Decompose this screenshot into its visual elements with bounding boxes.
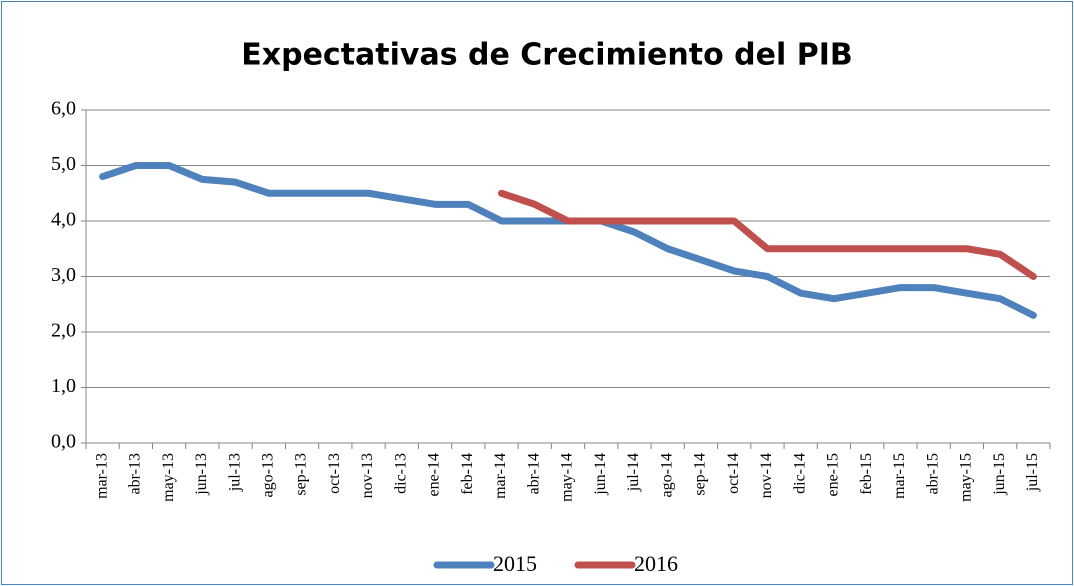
x-tick-label: feb-14 [459, 453, 476, 495]
y-tick-label: 1,0 [51, 375, 76, 397]
x-tick-label: sep-13 [293, 453, 310, 496]
x-tick-label: feb-15 [858, 453, 875, 495]
y-tick-label: 4,0 [51, 209, 76, 231]
x-tick-label: may-14 [559, 453, 576, 502]
legend-label: 2016 [634, 551, 678, 576]
y-tick-label: 5,0 [51, 153, 76, 175]
x-tick-label: jun-13 [193, 453, 210, 496]
x-tick-label: ago-14 [658, 453, 675, 497]
x-tick-label: mar-14 [492, 453, 509, 499]
x-tick-label: dic-14 [791, 453, 808, 494]
x-tick-label: ene-14 [426, 453, 443, 497]
x-tick-label: nov-14 [758, 453, 775, 498]
y-tick-label: 2,0 [51, 320, 76, 342]
x-tick-label: jul-14 [625, 453, 642, 492]
x-tick-label: abr-14 [525, 453, 542, 494]
x-tick-label: jun-14 [592, 453, 609, 496]
x-tick-label: oct-13 [326, 453, 343, 494]
line-series [498, 189, 1037, 280]
x-tick-label: oct-14 [725, 453, 742, 494]
x-tick-label: mar-13 [93, 453, 110, 499]
y-tick-label: 0,0 [51, 431, 76, 453]
x-tick-label: jul-13 [226, 453, 243, 492]
x-tick-label: dic-13 [392, 453, 409, 494]
x-tick-label: nov-13 [359, 453, 376, 498]
x-tick-label: may-15 [958, 453, 975, 502]
x-tick-label: ago-13 [259, 453, 276, 497]
y-tick-label: 6,0 [51, 98, 76, 120]
y-tick-label: 3,0 [51, 264, 76, 286]
chart-title: Expectativas de Crecimiento del PIB [241, 38, 852, 73]
x-tick-label: abr-15 [924, 453, 941, 494]
x-tick-label: ene-15 [825, 453, 842, 497]
x-tick-label: mar-15 [891, 453, 908, 499]
x-tick-label: may-13 [160, 453, 177, 502]
x-tick-label: abr-13 [127, 453, 144, 494]
legend-label: 2015 [493, 551, 537, 576]
x-tick-label: jul-15 [1024, 453, 1041, 492]
x-tick-label: jun-15 [991, 453, 1008, 496]
x-tick-label: sep-14 [692, 453, 709, 496]
